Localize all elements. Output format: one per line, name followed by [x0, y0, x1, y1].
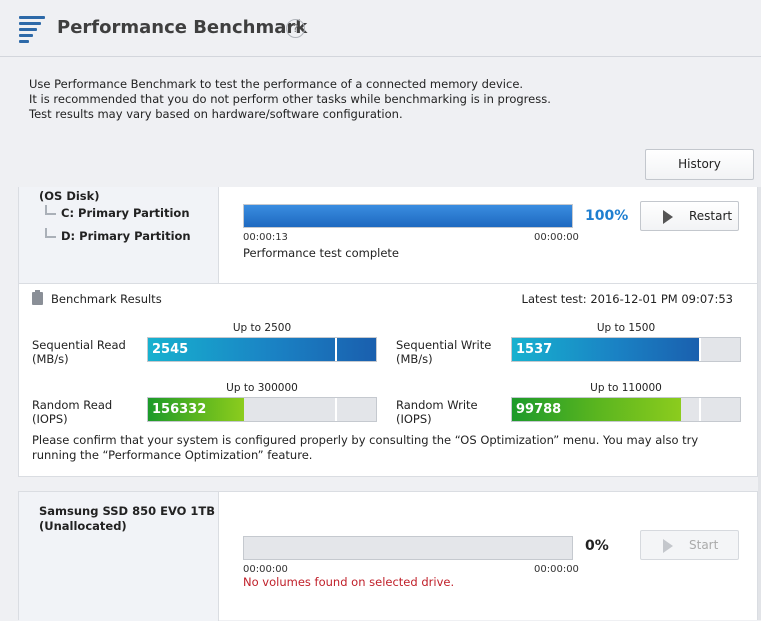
- error-status-text: No volumes found on selected drive.: [243, 575, 455, 589]
- bar-fill: [512, 398, 681, 421]
- metric-unit: (MB/s): [396, 352, 433, 366]
- start-label: Start: [689, 538, 719, 552]
- drive-name: Samsung SSD 850 EVO 1TB (Unallocated): [39, 504, 215, 534]
- intro-line: Test results may vary based on hardware/…: [29, 107, 403, 121]
- drive-info-panel[interactable]: Samsung SSD 850 EVO 1TB (Unallocated): [19, 492, 219, 621]
- clipboard-icon: [32, 290, 43, 305]
- intro-line: Use Performance Benchmark to test the pe…: [29, 77, 524, 91]
- seq-read-bar: 2545: [147, 337, 377, 362]
- start-button[interactable]: Start: [640, 530, 739, 560]
- metric-name: Sequential Write: [396, 338, 492, 352]
- bar-fill: [148, 398, 244, 421]
- metric-unit: (MB/s): [32, 352, 69, 366]
- bar-value: 2545: [152, 342, 189, 357]
- status-text: Performance test complete: [243, 246, 399, 260]
- bar-value: 99788: [516, 402, 562, 417]
- metric-name: Sequential Read: [32, 338, 126, 352]
- partition-item: C: Primary Partition: [45, 205, 190, 220]
- metric-unit: (IOPS): [396, 412, 432, 426]
- bar-value: 156332: [152, 402, 207, 417]
- latest-test-timestamp: Latest test: 2016-12-01 PM 09:07:53: [521, 292, 733, 306]
- drive-state: (Unallocated): [39, 519, 127, 533]
- history-button[interactable]: History: [645, 149, 754, 180]
- drive-model: Samsung SSD 850 EVO 1TB: [39, 504, 216, 518]
- rand-write-bar: 99788: [511, 397, 741, 422]
- drive-card-samsung: Samsung SSD 850 EVO 1TB (Unallocated) 00…: [18, 491, 758, 621]
- metric-name: Random Write: [396, 398, 478, 412]
- elapsed-time: 00:00:13: [243, 232, 288, 243]
- progress-fill: [244, 205, 572, 227]
- benchmark-progress-bar: [243, 204, 573, 228]
- optimization-note: Please confirm that your system is confi…: [32, 433, 699, 462]
- rand-write-label: Random Write (IOPS): [396, 398, 478, 426]
- drive-name: (OS Disk): [39, 189, 100, 203]
- seq-write-label: Sequential Write (MB/s): [396, 338, 491, 366]
- rand-write-max: Up to 110000: [590, 382, 662, 394]
- benchmark-results-title: Benchmark Results: [51, 292, 162, 306]
- help-icon[interactable]: ?: [286, 19, 305, 38]
- restart-label: Restart: [689, 209, 733, 223]
- benchmark-progress-bar: [243, 536, 573, 560]
- intro-line: It is recommended that you do not perfor…: [29, 92, 551, 106]
- seq-read-max: Up to 2500: [232, 322, 292, 334]
- restart-button[interactable]: Restart: [640, 201, 739, 231]
- progress-percent: 0%: [585, 538, 609, 554]
- max-marker: [698, 338, 701, 361]
- max-marker: [334, 338, 337, 361]
- play-icon: [663, 539, 673, 553]
- max-marker: [698, 398, 701, 421]
- page-header: Performance Benchmark ?: [0, 0, 761, 57]
- scrollbar[interactable]: [758, 187, 761, 620]
- bar-value: 1537: [516, 342, 553, 357]
- drive-card-os-disk: (OS Disk) C: Primary Partition D: Primar…: [18, 187, 758, 477]
- tree-branch-icon: [45, 228, 56, 238]
- play-icon: [663, 210, 673, 224]
- progress-percent: 100%: [585, 208, 629, 224]
- bar-fill: [148, 338, 376, 361]
- remaining-time: 00:00:00: [534, 564, 579, 575]
- max-marker: [334, 398, 337, 421]
- intro-text: Use Performance Benchmark to test the pe…: [29, 77, 551, 122]
- divider: [19, 283, 757, 284]
- metric-unit: (IOPS): [32, 412, 68, 426]
- seq-write-bar: 1537: [511, 337, 741, 362]
- seq-write-max: Up to 1500: [596, 322, 656, 334]
- benchmark-menu-icon: [19, 16, 45, 43]
- partition-label: D: Primary Partition: [61, 229, 191, 243]
- page-title: Performance Benchmark: [57, 17, 308, 38]
- metric-name: Random Read: [32, 398, 113, 412]
- seq-read-label: Sequential Read (MB/s): [32, 338, 126, 366]
- drive-info-panel[interactable]: (OS Disk) C: Primary Partition D: Primar…: [19, 187, 219, 283]
- rand-read-max: Up to 300000: [226, 382, 298, 394]
- elapsed-time: 00:00:00: [243, 564, 288, 575]
- tree-branch-icon: [45, 205, 56, 215]
- partition-label: C: Primary Partition: [61, 206, 190, 220]
- remaining-time: 00:00:00: [534, 232, 579, 243]
- rand-read-bar: 156332: [147, 397, 377, 422]
- partition-item: D: Primary Partition: [45, 228, 191, 243]
- rand-read-label: Random Read (IOPS): [32, 398, 112, 426]
- bar-fill: [512, 338, 702, 361]
